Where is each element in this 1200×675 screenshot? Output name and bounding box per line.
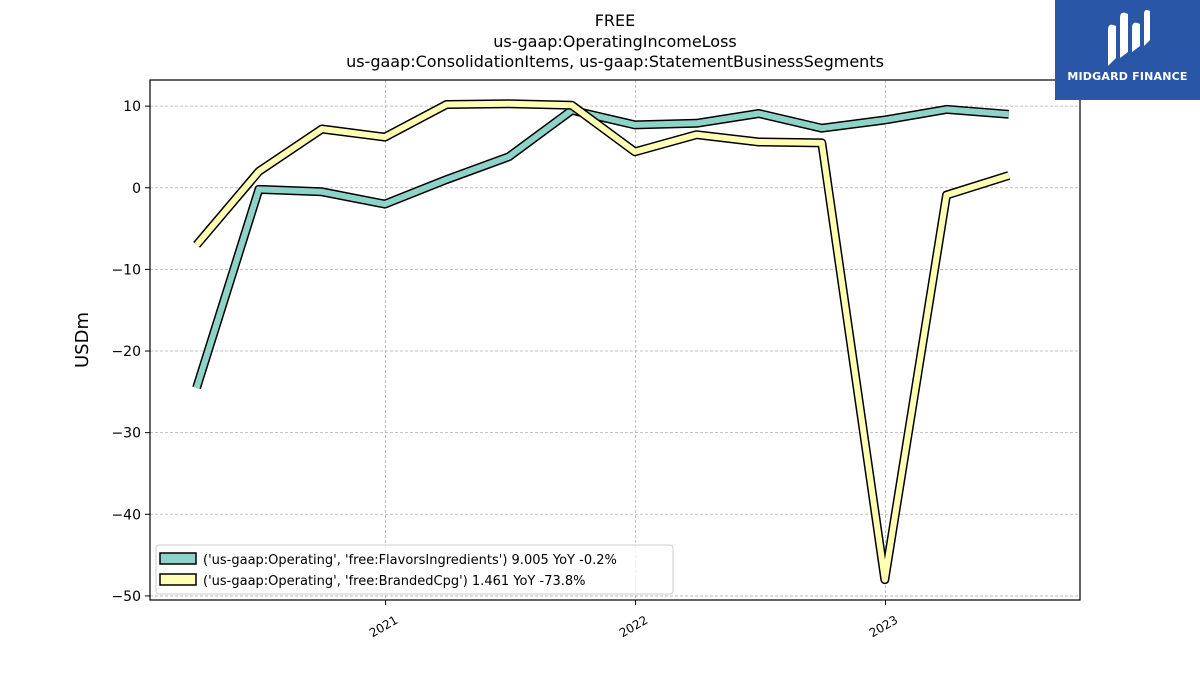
y-tick-label: 10 [123,99,141,115]
y-tick-label: −10 [111,262,141,278]
chart-title: FREE us-gaap:OperatingIncomeLoss us-gaap… [346,11,884,71]
y-tick-label: −50 [111,589,141,605]
chart-title-line-3: us-gaap:ConsolidationItems, us-gaap:Stat… [346,52,884,71]
y-tick-label: −30 [111,426,141,442]
chart-title-line-2: us-gaap:OperatingIncomeLoss [493,32,737,51]
x-tick-label: 2022 [617,613,650,640]
legend-label: ('us-gaap:Operating', 'free:FlavorsIngre… [203,553,617,568]
legend: ('us-gaap:Operating', 'free:FlavorsIngre… [155,544,674,595]
y-axis-label: USDm [72,312,93,368]
brand-logo: MIDGARD FINANCE [1055,0,1200,100]
y-axis: 10 0 −10 −20 −30 −40 −50 [111,99,150,605]
legend-swatch [159,573,197,586]
midgard-logo-mark-icon [1108,10,1150,67]
x-axis: 2021 2022 2023 [367,600,900,640]
series-line-outline [192,104,1010,390]
grid-lines [150,80,1080,600]
legend-box [155,544,674,595]
brand-logo-text: MIDGARD FINANCE [1067,70,1188,83]
legend-swatch [159,552,197,565]
x-tick-label: 2023 [867,613,900,640]
series-line [194,100,1010,583]
series-line [193,106,1010,389]
y-tick-label: −40 [111,507,141,523]
y-tick-label: −20 [111,344,141,360]
chart-title-line-1: FREE [595,11,636,30]
legend-label: ('us-gaap:Operating', 'free:BrandedCpg')… [203,574,586,589]
series-layer [192,99,1011,585]
y-tick-label: 0 [132,181,141,197]
x-tick-label: 2021 [367,613,400,640]
series-line-outline [193,99,1011,585]
plot-frame [149,79,1081,601]
